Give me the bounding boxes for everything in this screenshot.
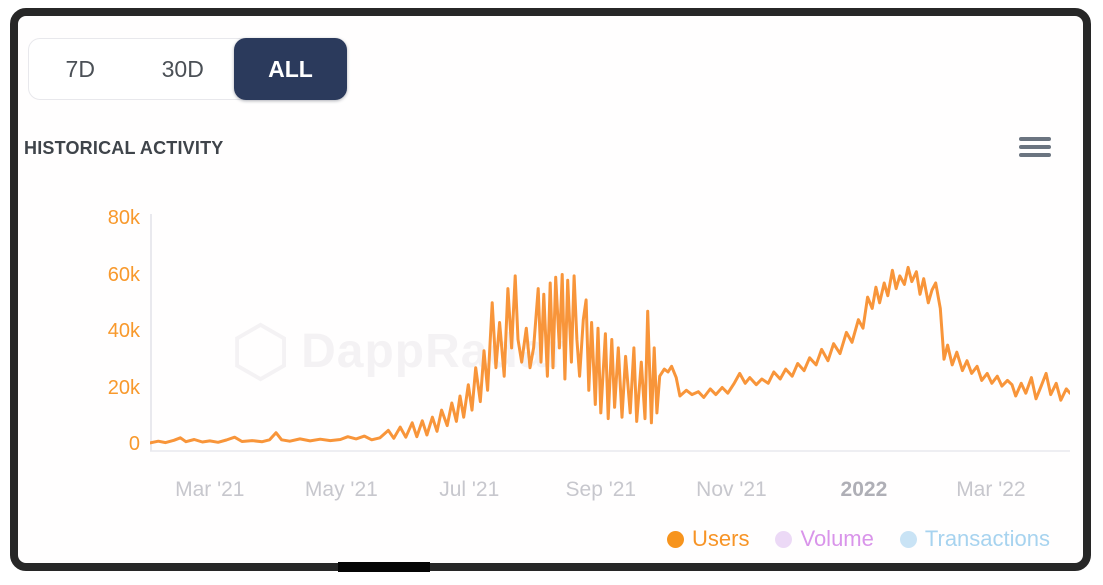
legend-item-transactions[interactable]: Transactions (899, 526, 1050, 552)
legend-label: Users (692, 526, 750, 551)
y-tick-label: 60k (107, 263, 140, 286)
hamburger-bar (1019, 153, 1051, 157)
time-range-selector: 7D 30D ALL (28, 38, 347, 100)
legend-label: Volume (800, 526, 874, 551)
x-tick-label: 2022 (840, 478, 888, 501)
legend-dot-icon (899, 530, 917, 548)
hamburger-menu-icon[interactable] (1019, 137, 1051, 157)
y-tick-label: 80k (107, 207, 140, 229)
legend-label: Transactions (924, 526, 1050, 551)
range-button-7d[interactable]: 7D (29, 39, 132, 99)
x-tick-label: Mar '22 (956, 478, 1026, 501)
x-tick-label: May '21 (304, 478, 378, 501)
bottom-border-segment (338, 562, 430, 572)
x-tick-label: Jul '21 (439, 478, 500, 501)
x-tick-label: Nov '21 (696, 478, 767, 501)
legend-dot-icon (775, 530, 793, 548)
page-title: HISTORICAL ACTIVITY (24, 138, 224, 158)
chart-legend: Users Volume Transactions (667, 526, 1050, 552)
range-button-all[interactable]: ALL (234, 38, 347, 100)
chart-plot-area[interactable] (148, 210, 1072, 452)
hamburger-bar (1019, 137, 1051, 141)
x-tick-label: Mar '21 (175, 478, 245, 501)
legend-dot-icon (667, 530, 685, 548)
y-tick-label: 40k (107, 320, 140, 342)
users-line (148, 265, 1072, 445)
range-button-30d[interactable]: 30D (132, 39, 235, 99)
users-line-chart (148, 214, 1072, 452)
y-tick-label: 0 (128, 433, 140, 455)
x-tick-label: Sep '21 (565, 478, 637, 501)
legend-item-users[interactable]: Users (667, 526, 749, 552)
x-axis: Mar '21 May '21 Jul '21 Sep '21 Nov '21 2022 M… (150, 478, 1070, 508)
y-axis: 80k 60k 40k 20k 0 (74, 207, 140, 455)
chart-card: 7D 30D ALL HISTORICAL ACTIVITY ⬡ DappRad… (10, 8, 1091, 572)
legend-item-volume[interactable]: Volume (775, 526, 874, 552)
y-tick-label: 20k (107, 376, 140, 399)
hamburger-bar (1019, 145, 1051, 149)
